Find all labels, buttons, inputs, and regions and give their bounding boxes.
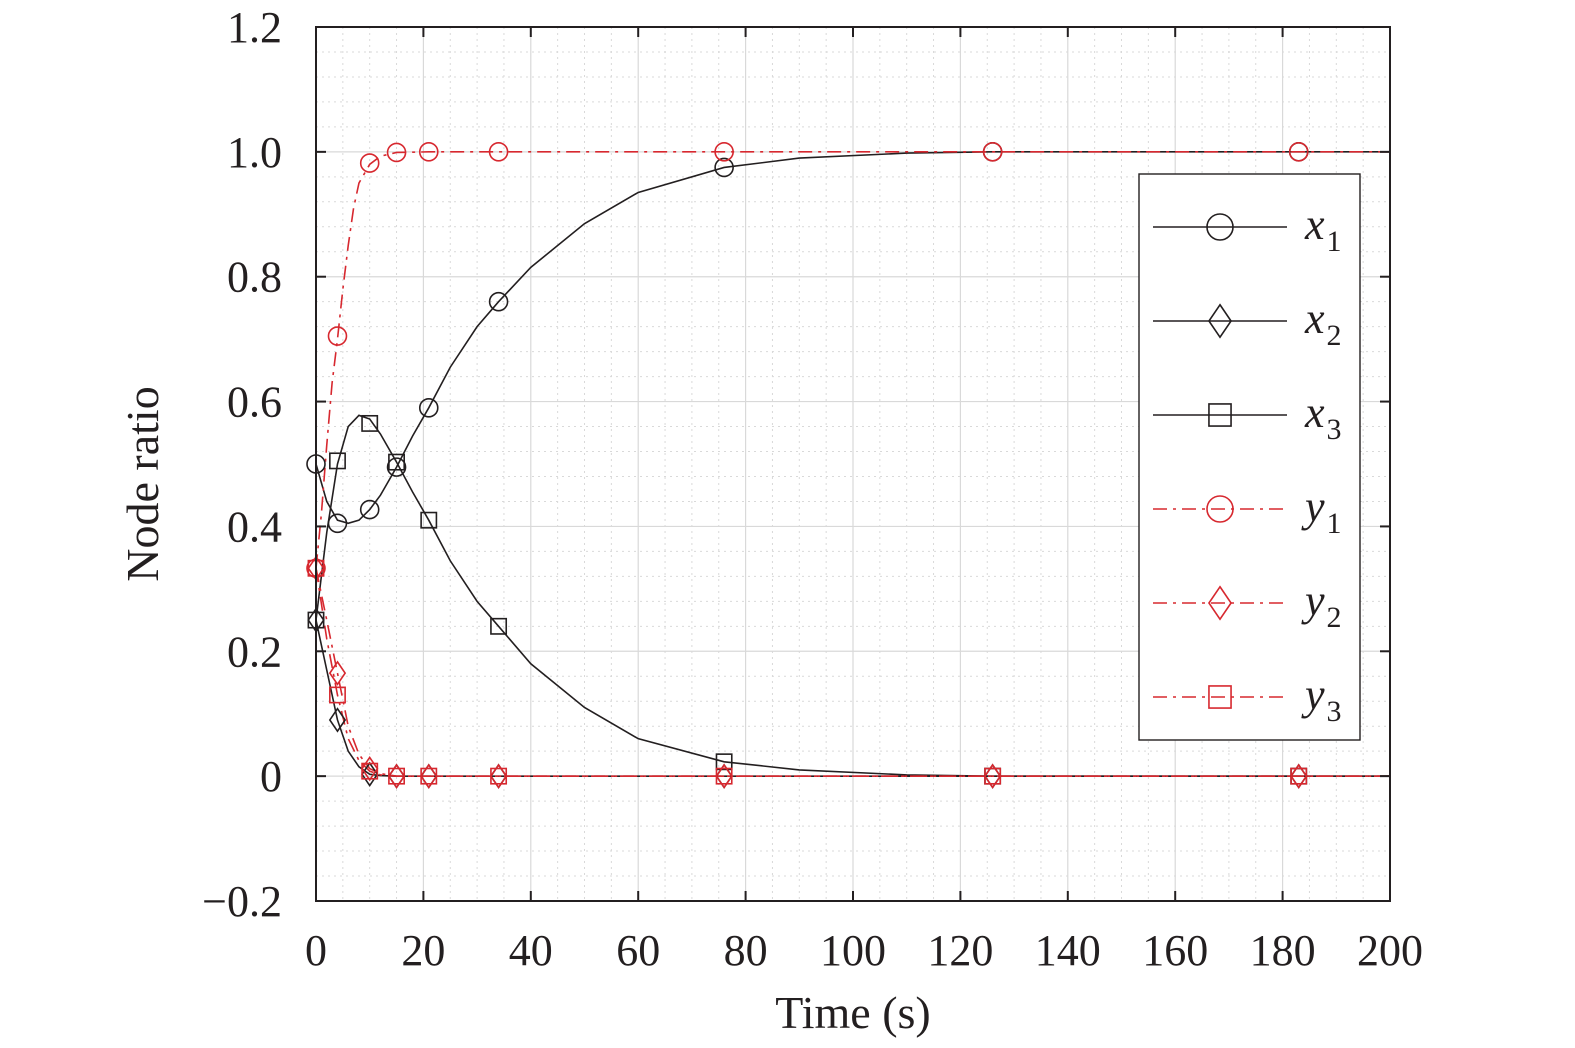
data-point-y1 xyxy=(982,142,1003,162)
y-tick-label: 0.6 xyxy=(227,378,282,427)
data-point-x3 xyxy=(715,753,733,771)
data-point-y1 xyxy=(1288,142,1309,162)
legend-marker-y2 xyxy=(1207,585,1233,621)
x-tick-label: 100 xyxy=(820,926,886,975)
legend: x1 x2 x3 y1 y2 y3 xyxy=(1138,173,1361,741)
data-point-y2 xyxy=(984,763,1002,789)
y-tick-label: 0 xyxy=(260,752,282,801)
data-point-y3 xyxy=(388,767,405,785)
data-point-x3 xyxy=(420,511,438,529)
x-tick-label: 180 xyxy=(1250,926,1316,975)
y-tick-label: 1.2 xyxy=(227,3,282,52)
x-tick-label: 140 xyxy=(1035,926,1101,975)
data-point-x2 xyxy=(361,761,379,787)
data-point-y2 xyxy=(420,763,438,789)
series-line-x1 xyxy=(315,151,1390,525)
data-point-y2 xyxy=(715,763,733,789)
data-point-x1 xyxy=(359,499,380,520)
legend-marker-y1 xyxy=(1206,495,1234,523)
data-point-y2 xyxy=(361,755,379,782)
y-tick-label: 0.8 xyxy=(227,253,282,302)
data-point-x3 xyxy=(388,453,405,471)
legend-marker-x3 xyxy=(1208,403,1232,427)
y-tick-label: 0.2 xyxy=(227,627,282,676)
legend-label-x3: x3 xyxy=(1304,388,1342,446)
axis-ticks: 0 20 40 60 80 100 120 140 160 180 200 −0.2 0 0.2 0.4 0.… xyxy=(202,3,1423,975)
data-point-x1 xyxy=(488,291,509,312)
y-axis-title: Node ratio xyxy=(117,386,168,581)
data-point-y1 xyxy=(488,142,509,162)
x-tick-label: 200 xyxy=(1357,926,1423,975)
data-point-y1 xyxy=(714,142,734,162)
data-point-y1 xyxy=(386,142,407,163)
data-point-x1 xyxy=(418,398,439,418)
data-point-y2 xyxy=(387,763,406,789)
data-point-x3 xyxy=(490,617,508,635)
x-axis-title: Time (s) xyxy=(775,987,931,1038)
data-point-y1 xyxy=(359,153,380,173)
x-tick-label: 120 xyxy=(927,926,993,975)
legend-label-x2: x2 xyxy=(1304,294,1342,352)
data-point-x3 xyxy=(361,414,379,432)
data-point-y2 xyxy=(1290,763,1308,789)
data-point-x2 xyxy=(328,707,347,733)
series-line-x3 xyxy=(315,414,1390,777)
data-point-y3 xyxy=(490,767,508,785)
data-point-y3 xyxy=(361,762,379,780)
x-tick-label: 80 xyxy=(724,926,768,975)
legend-marker-y3 xyxy=(1208,685,1232,709)
x-tick-label: 0 xyxy=(305,926,327,975)
x-tick-label: 40 xyxy=(509,926,553,975)
y-tick-label: 1.0 xyxy=(227,128,282,177)
y-tick-label: 0.4 xyxy=(227,502,282,551)
legend-marker-x1 xyxy=(1206,213,1234,241)
data-point-y3 xyxy=(329,686,346,704)
legend-marker-x2 xyxy=(1207,303,1233,339)
data-point-y3 xyxy=(984,767,1002,785)
x-tick-label: 60 xyxy=(616,926,660,975)
data-point-y3 xyxy=(1290,767,1308,785)
x-tick-label: 160 xyxy=(1142,926,1208,975)
data-point-x1 xyxy=(386,457,407,477)
data-point-y1 xyxy=(327,326,348,346)
legend-label-y3: y3 xyxy=(1301,670,1342,728)
data-point-x1 xyxy=(714,157,734,178)
legend-label-y2: y2 xyxy=(1301,576,1342,634)
data-point-x1 xyxy=(327,513,348,534)
data-point-y2 xyxy=(328,660,347,686)
x-tick-label: 20 xyxy=(401,926,445,975)
data-point-y3 xyxy=(420,767,438,785)
data-point-y1 xyxy=(418,142,439,162)
data-point-y2 xyxy=(489,763,508,789)
legend-label-x1: x1 xyxy=(1304,200,1342,258)
series-line-y1 xyxy=(315,151,1390,569)
y-tick-label: −0.2 xyxy=(202,877,282,926)
data-point-x3 xyxy=(329,452,346,470)
legend-box xyxy=(1138,173,1361,741)
data-point-y3 xyxy=(715,767,733,785)
legend-label-y1: y1 xyxy=(1301,482,1342,540)
